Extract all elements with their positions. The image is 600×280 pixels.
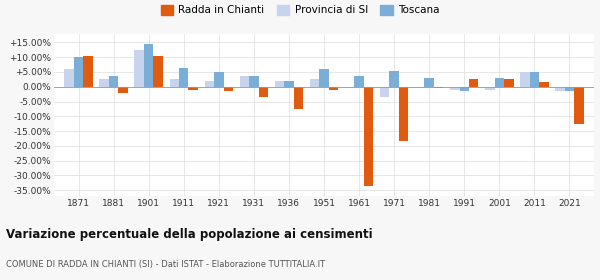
Bar	[329, 87, 338, 90]
Bar	[100, 79, 109, 87]
Bar	[249, 76, 259, 87]
Bar	[109, 76, 118, 87]
Bar	[450, 87, 460, 90]
Bar	[275, 81, 284, 87]
Bar	[520, 72, 530, 87]
Bar	[399, 87, 409, 141]
Bar	[355, 76, 364, 87]
Bar	[539, 82, 548, 87]
Bar	[74, 57, 83, 87]
Bar	[504, 79, 514, 87]
Bar	[170, 79, 179, 87]
Bar	[565, 87, 574, 91]
Bar	[118, 87, 128, 93]
Bar	[380, 87, 389, 97]
Text: Variazione percentuale della popolazione ai censimenti: Variazione percentuale della popolazione…	[6, 228, 373, 241]
Bar	[310, 79, 319, 87]
Bar	[144, 44, 154, 87]
Bar	[224, 87, 233, 91]
Bar	[134, 50, 144, 87]
Bar	[154, 56, 163, 87]
Legend: Radda in Chianti, Provincia di SI, Toscana: Radda in Chianti, Provincia di SI, Tosca…	[161, 5, 439, 15]
Bar	[214, 72, 224, 87]
Bar	[434, 87, 443, 88]
Bar	[293, 87, 303, 109]
Bar	[284, 81, 293, 87]
Bar	[460, 87, 469, 91]
Bar	[345, 87, 355, 88]
Bar	[188, 87, 198, 90]
Text: COMUNE DI RADDA IN CHIANTI (SI) - Dati ISTAT - Elaborazione TUTTITALIA.IT: COMUNE DI RADDA IN CHIANTI (SI) - Dati I…	[6, 260, 325, 269]
Bar	[259, 87, 268, 97]
Bar	[239, 76, 249, 87]
Bar	[389, 71, 399, 87]
Bar	[485, 87, 494, 90]
Bar	[83, 56, 93, 87]
Bar	[415, 87, 424, 88]
Bar	[64, 69, 74, 87]
Bar	[424, 78, 434, 87]
Bar	[205, 81, 214, 87]
Bar	[574, 87, 584, 124]
Bar	[494, 78, 504, 87]
Bar	[364, 87, 373, 186]
Bar	[319, 69, 329, 87]
Bar	[469, 79, 478, 87]
Bar	[555, 87, 565, 91]
Bar	[530, 72, 539, 87]
Bar	[179, 67, 188, 87]
